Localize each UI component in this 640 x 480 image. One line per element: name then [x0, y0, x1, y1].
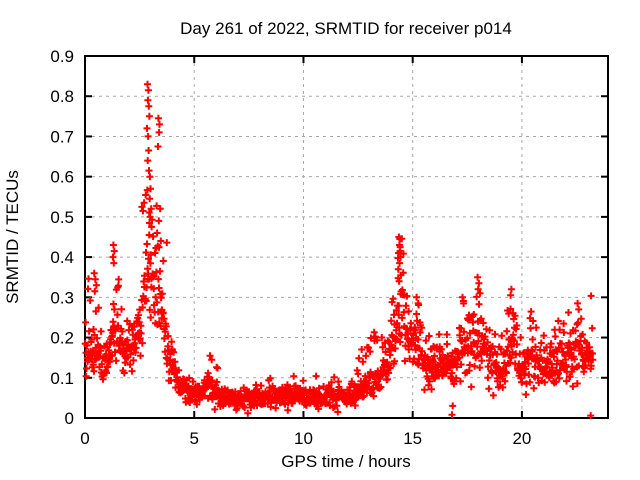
chart-title: Day 261 of 2022, SRMTID for receiver p01…: [180, 19, 512, 38]
x-axis-label: GPS time / hours: [281, 452, 410, 471]
y-tick-label: 0.4: [50, 248, 74, 267]
x-tick-label: 5: [189, 429, 198, 448]
y-tick-label: 0.2: [50, 329, 74, 348]
axis-ticks: [84, 55, 608, 419]
y-tick-label: 0.8: [50, 87, 74, 106]
x-tick-labels: 0 5 10 15 20: [80, 429, 531, 448]
y-tick-label: 0.6: [50, 168, 74, 187]
y-tick-labels: 0 0.1 0.2 0.3 0.4 0.5 0.6 0.7 0.8 0.9: [50, 47, 74, 428]
y-tick-label: 0.7: [50, 127, 74, 146]
plot-border: [84, 55, 609, 419]
y-tick-label: 0: [65, 409, 74, 428]
y-axis-label: SRMTID / TECUs: [3, 170, 22, 304]
x-tick-label: 0: [80, 429, 89, 448]
y-tick-label: 0.5: [50, 208, 74, 227]
x-tick-label: 20: [512, 429, 531, 448]
y-tick-label: 0.1: [50, 369, 74, 388]
y-tick-label: 0.3: [50, 288, 74, 307]
data-points-srmtid: [81, 80, 597, 420]
y-tick-label: 0.9: [50, 47, 74, 66]
x-tick-label: 15: [403, 429, 422, 448]
x-tick-label: 10: [294, 429, 313, 448]
